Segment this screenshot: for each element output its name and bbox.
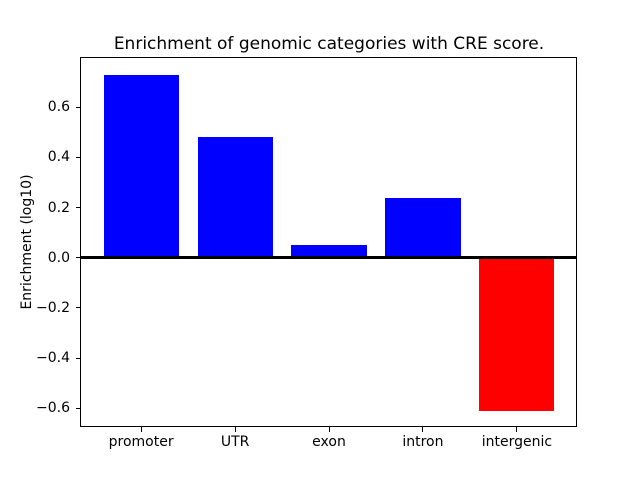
x-tick-mark [422,427,424,432]
y-tick-label: −0.6 [36,400,70,417]
y-tick-label: −0.4 [36,350,70,366]
y-tick-mark [76,257,81,259]
y-tick-mark [76,156,81,158]
x-tick-mark [140,427,142,432]
y-tick-mark [76,357,81,359]
y-tick-mark [76,307,81,309]
bar-exon [291,245,367,258]
y-tick-label: 0.4 [47,149,70,166]
x-tick-label: promoter [108,434,174,450]
zero-line [81,256,577,260]
y-tick-label: −0.2 [36,299,70,316]
y-tick-mark [76,106,81,108]
y-tick-mark [76,207,81,208]
y-tick-label: 0.0 [47,249,70,266]
y-tick-label: 0.6 [47,99,70,116]
bar-intron [385,197,461,258]
y-tick-label: 0.2 [47,199,70,216]
bar-promoter [103,74,179,258]
x-tick-mark [516,427,518,432]
x-tick-label: intron [402,434,444,450]
x-tick-mark [328,427,330,432]
x-tick-label: intergenic [481,434,553,450]
bar-intergenic [479,257,555,411]
x-tick-label: UTR [220,434,250,450]
x-tick-label: exon [312,434,346,450]
y-axis-label: Enrichment (log10) [19,174,35,310]
bar-UTR [197,137,273,258]
y-tick-mark [76,407,81,409]
chart-title: Enrichment of genomic categories with CR… [113,34,545,54]
x-tick-mark [234,427,236,432]
